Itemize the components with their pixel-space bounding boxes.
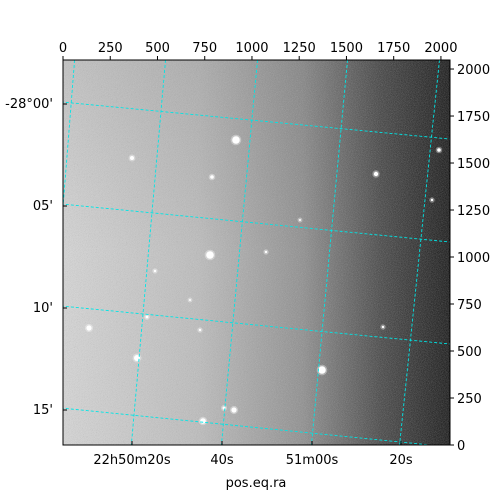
dec-tick-label: -28°00' — [5, 97, 53, 112]
right-tick-label: 0 — [457, 439, 465, 454]
ra-tick-label: 51m00s — [286, 453, 339, 468]
left-dec-axis: -28°00' 05' 10' 15' — [5, 97, 67, 418]
dec-grid-line — [63, 305, 450, 345]
top-tick-label: 1750 — [377, 41, 410, 56]
image-noise — [63, 60, 450, 445]
top-tick-label: 2000 — [424, 41, 457, 56]
star — [210, 175, 214, 179]
top-tick-label: 750 — [192, 41, 217, 56]
ra-tick-label: 20s — [389, 453, 413, 468]
dec-tick-label: 10' — [33, 301, 53, 316]
plot-frame — [62, 59, 451, 446]
top-tick-label: 1250 — [283, 41, 316, 56]
star — [318, 366, 326, 374]
top-tick-label: 1000 — [235, 41, 268, 56]
star — [430, 198, 434, 202]
top-tick-label: 0 — [59, 41, 67, 56]
ra-tick-label: 22h50m20s — [93, 453, 171, 468]
top-tick-label: 500 — [145, 41, 170, 56]
coordinate-grid — [63, 60, 450, 445]
dec-grid-line — [63, 101, 450, 140]
dec-tick-label: 05' — [33, 199, 53, 214]
x-axis-title: pos.eq.ra — [226, 476, 287, 491]
star — [200, 418, 206, 424]
right-tick-label: 250 — [457, 392, 482, 407]
right-tick-label: 1250 — [457, 204, 490, 219]
ra-tick-label: 40s — [210, 453, 234, 468]
star — [299, 219, 301, 221]
dec-grid-line — [63, 407, 435, 445]
top-tick-label: 250 — [98, 41, 123, 56]
star — [130, 156, 134, 160]
star — [153, 269, 157, 273]
ra-grid-line — [63, 60, 76, 213]
star — [86, 325, 92, 331]
bottom-ra-axis: 22h50m20s 40s 51m00s 20s — [93, 441, 413, 468]
right-tick-label: 750 — [457, 298, 482, 313]
star — [264, 250, 268, 254]
right-tick-label: 1000 — [457, 251, 490, 266]
right-tick-label: 500 — [457, 345, 482, 360]
right-tick-label: 1500 — [457, 157, 490, 172]
dec-grid-line — [63, 203, 450, 243]
star — [189, 299, 191, 301]
star — [206, 251, 214, 259]
ra-grid-line — [310, 60, 348, 445]
right-tick-label: 2000 — [457, 63, 490, 78]
star — [373, 171, 379, 177]
star — [231, 407, 237, 413]
star — [437, 148, 441, 152]
right-pixel-axis: 0 250 500 750 1000 1250 1500 1750 2000 — [450, 63, 490, 454]
ra-grid-line — [130, 60, 167, 445]
star — [232, 136, 240, 144]
top-tick-label: 1500 — [330, 41, 363, 56]
right-tick-label: 1750 — [457, 110, 490, 125]
top-pixel-axis: 0 250 500 750 1000 1250 1500 1750 2000 — [59, 41, 457, 60]
dec-tick-label: 15' — [33, 403, 53, 418]
ra-grid-line — [220, 60, 258, 445]
star — [381, 325, 385, 329]
star — [145, 315, 149, 319]
star — [198, 328, 202, 332]
ra-grid-line — [399, 60, 440, 445]
